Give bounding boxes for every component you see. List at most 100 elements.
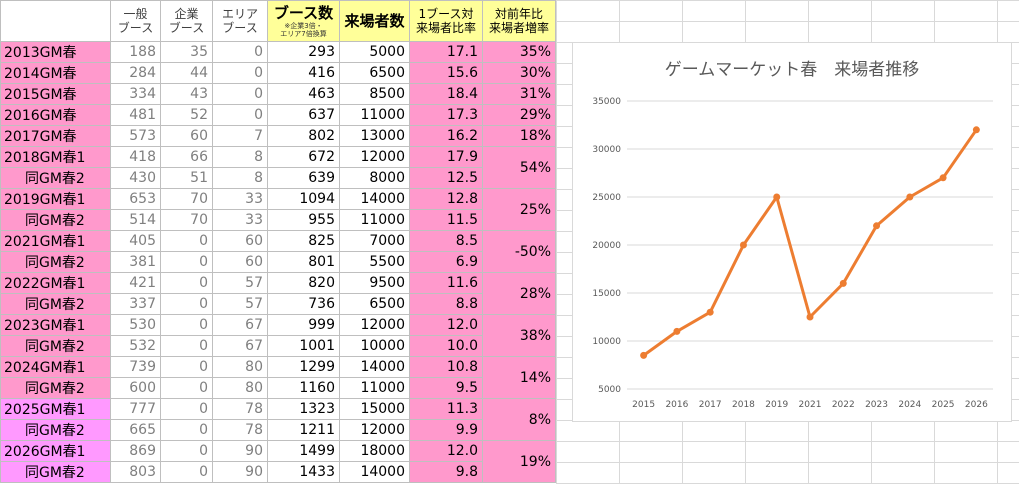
corporate-booth-cell[interactable]: 0 bbox=[160, 335, 213, 357]
event-label-cell[interactable]: 同GM春2 bbox=[0, 209, 111, 231]
booth-count-cell[interactable]: 1211 bbox=[267, 419, 340, 441]
yoy-cell[interactable]: 31% bbox=[482, 83, 556, 105]
ratio-cell[interactable]: 17.1 bbox=[409, 41, 483, 63]
visitors-cell[interactable]: 8000 bbox=[339, 167, 410, 189]
ratio-cell[interactable]: 18.4 bbox=[409, 83, 483, 105]
yoy-cell[interactable]: 19% bbox=[482, 440, 556, 483]
event-label-cell[interactable]: 同GM春2 bbox=[0, 377, 111, 399]
event-label-cell[interactable]: 同GM春2 bbox=[0, 251, 111, 273]
event-label-cell[interactable]: 2018GM春1 bbox=[0, 146, 111, 168]
booth-count-cell[interactable]: 801 bbox=[267, 251, 340, 273]
area-booth-cell[interactable]: 80 bbox=[212, 356, 268, 378]
booth-count-cell[interactable]: 1433 bbox=[267, 461, 340, 483]
event-label-cell[interactable]: 2022GM春1 bbox=[0, 272, 111, 294]
ratio-cell[interactable]: 9.5 bbox=[409, 377, 483, 399]
visitors-cell[interactable]: 18000 bbox=[339, 440, 410, 462]
ratio-cell[interactable]: 6.9 bbox=[409, 251, 483, 273]
area-booth-cell[interactable]: 78 bbox=[212, 419, 268, 441]
event-label-cell[interactable]: 同GM春2 bbox=[0, 167, 111, 189]
header-corporate-booth[interactable]: 企業 ブース bbox=[160, 0, 213, 42]
general-booth-cell[interactable]: 665 bbox=[110, 419, 161, 441]
event-label-cell[interactable]: 2021GM春1 bbox=[0, 230, 111, 252]
event-label-cell[interactable]: 2014GM春 bbox=[0, 62, 111, 84]
chart-visitor-trend[interactable]: ゲームマーケット春 来場者推移 5000 10000 15000 20000 25000 3… bbox=[572, 42, 1012, 422]
booth-count-cell[interactable]: 802 bbox=[267, 125, 340, 147]
general-booth-cell[interactable]: 514 bbox=[110, 209, 161, 231]
area-booth-cell[interactable]: 8 bbox=[212, 167, 268, 189]
event-label-cell[interactable]: 同GM春2 bbox=[0, 335, 111, 357]
header-blank[interactable] bbox=[0, 0, 111, 42]
ratio-cell[interactable]: 10.0 bbox=[409, 335, 483, 357]
general-booth-cell[interactable]: 481 bbox=[110, 104, 161, 126]
area-booth-cell[interactable]: 7 bbox=[212, 125, 268, 147]
visitors-cell[interactable]: 6500 bbox=[339, 62, 410, 84]
visitors-cell[interactable]: 9500 bbox=[339, 272, 410, 294]
yoy-cell[interactable]: 38% bbox=[482, 314, 556, 357]
area-booth-cell[interactable]: 0 bbox=[212, 83, 268, 105]
ratio-cell[interactable]: 12.8 bbox=[409, 188, 483, 210]
event-label-cell[interactable]: 2015GM春 bbox=[0, 83, 111, 105]
corporate-booth-cell[interactable]: 52 bbox=[160, 104, 213, 126]
header-booth-count[interactable]: ブース数 ※企業3倍・ エリア7倍換算 bbox=[267, 0, 340, 42]
area-booth-cell[interactable]: 90 bbox=[212, 440, 268, 462]
area-booth-cell[interactable]: 33 bbox=[212, 188, 268, 210]
area-booth-cell[interactable]: 57 bbox=[212, 272, 268, 294]
ratio-cell[interactable]: 9.8 bbox=[409, 461, 483, 483]
yoy-cell[interactable]: 18% bbox=[482, 125, 556, 147]
header-area-booth[interactable]: エリア ブース bbox=[212, 0, 268, 42]
event-label-cell[interactable]: 同GM春2 bbox=[0, 419, 111, 441]
booth-count-cell[interactable]: 637 bbox=[267, 104, 340, 126]
area-booth-cell[interactable]: 8 bbox=[212, 146, 268, 168]
visitors-cell[interactable]: 6500 bbox=[339, 293, 410, 315]
visitors-cell[interactable]: 11000 bbox=[339, 104, 410, 126]
general-booth-cell[interactable]: 334 bbox=[110, 83, 161, 105]
general-booth-cell[interactable]: 430 bbox=[110, 167, 161, 189]
general-booth-cell[interactable]: 284 bbox=[110, 62, 161, 84]
area-booth-cell[interactable]: 67 bbox=[212, 314, 268, 336]
corporate-booth-cell[interactable]: 60 bbox=[160, 125, 213, 147]
booth-count-cell[interactable]: 293 bbox=[267, 41, 340, 63]
corporate-booth-cell[interactable]: 35 bbox=[160, 41, 213, 63]
event-label-cell[interactable]: 2013GM春 bbox=[0, 41, 111, 63]
ratio-cell[interactable]: 12.0 bbox=[409, 314, 483, 336]
header-general-booth[interactable]: 一般 ブース bbox=[110, 0, 161, 42]
yoy-cell[interactable]: 54% bbox=[482, 146, 556, 189]
event-label-cell[interactable]: 2024GM春1 bbox=[0, 356, 111, 378]
area-booth-cell[interactable]: 80 bbox=[212, 377, 268, 399]
corporate-booth-cell[interactable]: 0 bbox=[160, 461, 213, 483]
general-booth-cell[interactable]: 600 bbox=[110, 377, 161, 399]
visitors-cell[interactable]: 11000 bbox=[339, 377, 410, 399]
general-booth-cell[interactable]: 530 bbox=[110, 314, 161, 336]
booth-count-cell[interactable]: 825 bbox=[267, 230, 340, 252]
ratio-cell[interactable]: 15.6 bbox=[409, 62, 483, 84]
booth-count-cell[interactable]: 736 bbox=[267, 293, 340, 315]
yoy-cell[interactable]: 35% bbox=[482, 41, 556, 63]
ratio-cell[interactable]: 11.3 bbox=[409, 398, 483, 420]
general-booth-cell[interactable]: 869 bbox=[110, 440, 161, 462]
booth-count-cell[interactable]: 463 bbox=[267, 83, 340, 105]
visitors-cell[interactable]: 7000 bbox=[339, 230, 410, 252]
visitors-cell[interactable]: 8500 bbox=[339, 83, 410, 105]
corporate-booth-cell[interactable]: 0 bbox=[160, 230, 213, 252]
visitors-cell[interactable]: 14000 bbox=[339, 188, 410, 210]
yoy-cell[interactable]: 29% bbox=[482, 104, 556, 126]
yoy-cell[interactable]: 28% bbox=[482, 272, 556, 315]
area-booth-cell[interactable]: 33 bbox=[212, 209, 268, 231]
corporate-booth-cell[interactable]: 43 bbox=[160, 83, 213, 105]
event-label-cell[interactable]: 同GM春2 bbox=[0, 293, 111, 315]
booth-count-cell[interactable]: 1299 bbox=[267, 356, 340, 378]
corporate-booth-cell[interactable]: 0 bbox=[160, 377, 213, 399]
corporate-booth-cell[interactable]: 51 bbox=[160, 167, 213, 189]
corporate-booth-cell[interactable]: 66 bbox=[160, 146, 213, 168]
booth-count-cell[interactable]: 955 bbox=[267, 209, 340, 231]
visitors-cell[interactable]: 14000 bbox=[339, 356, 410, 378]
booth-count-cell[interactable]: 1160 bbox=[267, 377, 340, 399]
corporate-booth-cell[interactable]: 0 bbox=[160, 440, 213, 462]
ratio-cell[interactable]: 11.6 bbox=[409, 272, 483, 294]
header-ratio[interactable]: 1ブース対 来場者比率 bbox=[409, 0, 483, 42]
corporate-booth-cell[interactable]: 0 bbox=[160, 419, 213, 441]
general-booth-cell[interactable]: 739 bbox=[110, 356, 161, 378]
event-label-cell[interactable]: 2017GM春 bbox=[0, 125, 111, 147]
general-booth-cell[interactable]: 573 bbox=[110, 125, 161, 147]
ratio-cell[interactable]: 10.8 bbox=[409, 356, 483, 378]
